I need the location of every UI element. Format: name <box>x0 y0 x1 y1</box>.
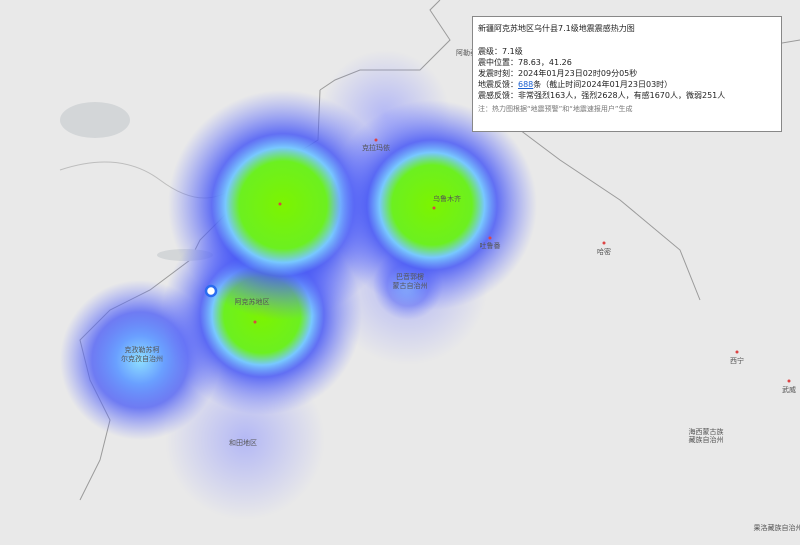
map-label: 克拉玛依 <box>362 143 390 152</box>
city-dots <box>253 138 791 383</box>
map-label: 阿克苏地区 <box>235 297 270 306</box>
map-label: 海西蒙古族 <box>689 427 724 436</box>
map-label: 蒙古自治州 <box>393 281 428 290</box>
map-label: 克孜勒苏柯 <box>125 345 160 354</box>
map-label: 尔克孜自治州 <box>121 354 163 363</box>
map-label: 乌鲁木齐 <box>433 194 461 203</box>
map-label: 吐鲁番 <box>480 241 501 250</box>
info-line: 震中位置：78.63，41.26 <box>478 58 572 67</box>
epicenter-marker <box>204 284 218 298</box>
feedback-rest: 条（截止时间2024年01月23日03时） <box>533 80 673 89</box>
info-line: 地震反馈：688条（截止时间2024年01月23日03时） <box>478 79 776 90</box>
info-title: 新疆阿克苏地区乌什县7.1级地震震感热力图 <box>478 24 635 33</box>
map-label: 巴音郭楞 <box>396 272 424 281</box>
info-note: 注：热力图根据“地震预警”和“地震速报用户”生成 <box>478 105 633 113</box>
info-box: 新疆阿克苏地区乌什县7.1级地震震感热力图 震级：7.1级 震中位置：78.63… <box>472 16 782 132</box>
map-label: 哈密 <box>597 247 611 256</box>
feedback-link[interactable]: 688 <box>518 80 534 89</box>
map-label: 果洛藏族自治州 <box>754 523 800 532</box>
info-line: 震感反馈：非常强烈163人，强烈2628人，有感1670人，微弱251人 <box>478 91 726 100</box>
info-line: 震级：7.1级 <box>478 47 523 56</box>
map-label: 藏族自治州 <box>689 435 724 444</box>
heatmap <box>60 50 537 520</box>
map-label: 西宁 <box>730 356 744 365</box>
map-label: 和田地区 <box>229 438 257 447</box>
info-line: 发震时刻：2024年01月23日02时09分05秒 <box>478 69 638 78</box>
map-label: 阿勒泰地 <box>456 48 484 57</box>
feedback-label: 地震反馈： <box>478 80 518 89</box>
map-label: 武威 <box>782 385 796 394</box>
